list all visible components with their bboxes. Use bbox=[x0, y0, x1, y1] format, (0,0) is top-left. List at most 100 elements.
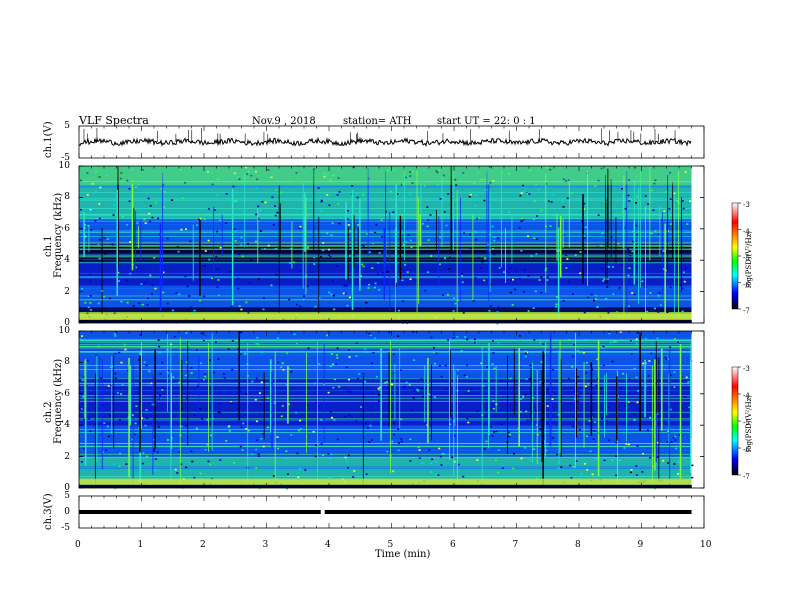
noise-pixel bbox=[636, 233, 639, 236]
ch3-voltage-axis-label: ch.3(V) bbox=[43, 493, 54, 530]
noise-pixel bbox=[396, 193, 399, 195]
noise-pixel bbox=[89, 430, 92, 433]
noise-pixel bbox=[472, 300, 475, 302]
noise-pixel bbox=[89, 280, 92, 283]
noise-pixel bbox=[281, 362, 284, 364]
noise-pixel bbox=[546, 276, 549, 279]
noise-pixel bbox=[498, 217, 501, 220]
noise-pixel bbox=[535, 253, 538, 255]
noise-pixel bbox=[494, 459, 497, 462]
noise-pixel bbox=[595, 384, 598, 387]
noise-pixel bbox=[241, 255, 244, 258]
noise-pixel bbox=[254, 170, 257, 173]
noise-pixel bbox=[81, 408, 84, 410]
noise-pixel bbox=[120, 393, 123, 395]
noise-pixel bbox=[245, 393, 248, 395]
noise-pixel bbox=[109, 415, 112, 417]
noise-pixel bbox=[237, 287, 240, 290]
noise-pixel bbox=[87, 306, 90, 309]
noise-pixel bbox=[673, 386, 676, 389]
noise-pixel bbox=[420, 378, 423, 381]
noise-pixel bbox=[631, 292, 634, 294]
noise-pixel bbox=[652, 392, 655, 395]
noise-pixel bbox=[367, 287, 370, 289]
noise-pixel bbox=[315, 401, 318, 404]
noise-pixel bbox=[350, 297, 353, 300]
noise-pixel bbox=[391, 440, 394, 443]
noise-pixel bbox=[571, 366, 574, 368]
noise-pixel bbox=[275, 188, 278, 191]
noise-pixel bbox=[650, 189, 653, 192]
noise-pixel bbox=[386, 271, 389, 274]
noise-pixel bbox=[307, 347, 310, 350]
noise-pixel bbox=[646, 429, 649, 431]
noise-pixel bbox=[262, 445, 265, 448]
noise-pixel bbox=[635, 465, 638, 467]
noise-pixel bbox=[375, 375, 378, 378]
noise-pixel bbox=[345, 366, 348, 369]
noise-pixel bbox=[423, 185, 426, 187]
noise-pixel bbox=[665, 358, 668, 360]
noise-pixel bbox=[468, 233, 471, 236]
noise-pixel bbox=[227, 426, 230, 428]
spectrogram-y-tick-label: 0 bbox=[64, 318, 70, 328]
noise-pixel bbox=[170, 199, 173, 201]
noise-pixel bbox=[255, 467, 258, 469]
noise-pixel bbox=[112, 463, 115, 466]
noise-pixel bbox=[195, 427, 198, 429]
noise-pixel bbox=[507, 435, 510, 438]
noise-pixel bbox=[372, 352, 375, 354]
noise-pixel bbox=[225, 440, 228, 442]
noise-pixel bbox=[320, 210, 323, 212]
noise-pixel bbox=[682, 271, 685, 274]
noise-pixel bbox=[467, 421, 470, 424]
noise-pixel bbox=[484, 189, 487, 191]
noise-pixel bbox=[636, 401, 639, 404]
noise-pixel bbox=[274, 214, 277, 217]
noise-pixel bbox=[255, 240, 258, 243]
noise-pixel bbox=[586, 469, 589, 471]
noise-pixel bbox=[275, 273, 278, 276]
noise-pixel bbox=[250, 258, 253, 261]
noise-pixel bbox=[141, 283, 144, 286]
noise-pixel bbox=[152, 439, 155, 441]
noise-pixel bbox=[374, 282, 377, 285]
noise-pixel bbox=[452, 310, 455, 312]
colorbar-tick-label: -4 bbox=[743, 392, 750, 400]
noise-pixel bbox=[523, 269, 526, 271]
noise-pixel bbox=[114, 352, 117, 355]
colorbar-tick-label: -7 bbox=[743, 307, 750, 315]
noise-pixel bbox=[545, 183, 548, 185]
noise-pixel bbox=[673, 338, 676, 340]
noise-pixel bbox=[473, 342, 476, 344]
noise-pixel bbox=[232, 185, 235, 188]
noise-pixel bbox=[98, 239, 101, 241]
noise-pixel bbox=[409, 438, 412, 441]
noise-pixel bbox=[572, 466, 575, 468]
noise-pixel bbox=[371, 242, 374, 245]
noise-pixel bbox=[219, 246, 222, 249]
noise-pixel bbox=[439, 198, 442, 200]
noise-pixel bbox=[296, 452, 299, 455]
noise-pixel bbox=[410, 246, 413, 248]
noise-pixel bbox=[649, 292, 652, 294]
noise-pixel bbox=[233, 200, 236, 202]
noise-pixel bbox=[409, 193, 412, 196]
noise-pixel bbox=[313, 256, 316, 259]
noise-pixel bbox=[607, 266, 610, 268]
noise-pixel bbox=[498, 267, 501, 269]
noise-pixel bbox=[257, 453, 260, 456]
noise-pixel bbox=[666, 311, 669, 314]
noise-pixel bbox=[578, 428, 581, 431]
noise-pixel bbox=[403, 268, 406, 271]
noise-pixel bbox=[206, 419, 209, 421]
noise-pixel bbox=[371, 439, 374, 441]
noise-pixel bbox=[499, 380, 502, 382]
noise-pixel bbox=[225, 222, 228, 224]
noise-pixel bbox=[579, 351, 582, 354]
noise-pixel bbox=[686, 223, 689, 225]
noise-pixel bbox=[476, 459, 479, 461]
noise-pixel bbox=[136, 222, 139, 224]
noise-pixel bbox=[190, 372, 193, 374]
noise-pixel bbox=[487, 243, 490, 246]
